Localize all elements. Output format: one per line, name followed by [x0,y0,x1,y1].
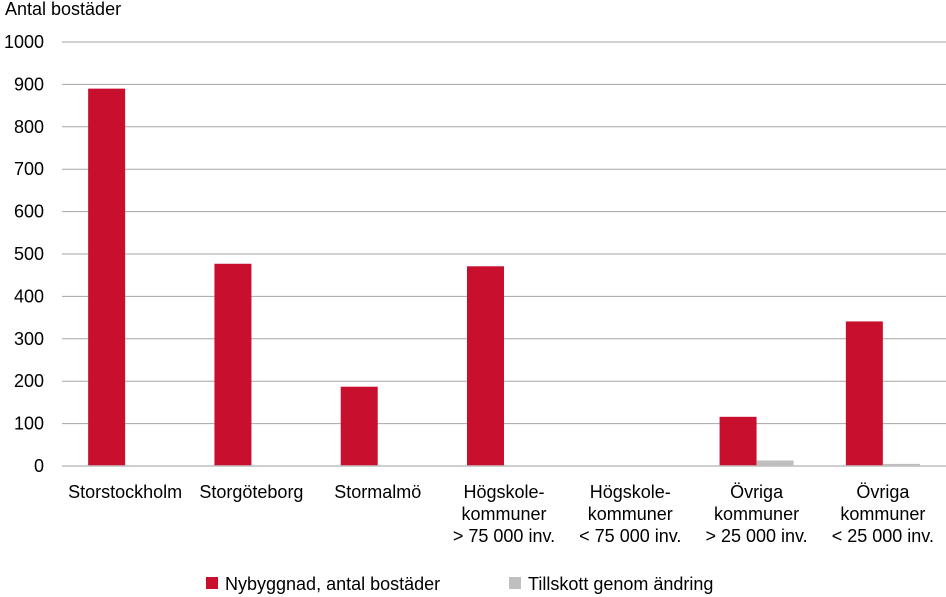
x-tick-label: Storstockholm [68,482,182,502]
x-tick-label: kommuner [588,504,673,524]
x-tick-label: Högskole- [590,482,671,502]
x-tick-label: Högskole- [463,482,544,502]
bar-tillskott [756,460,794,466]
bar-nybyggnad [214,263,252,466]
legend-swatch [509,577,521,589]
y-tick-label: 0 [34,456,44,476]
legend-label: Tillskott genom ändring [528,574,713,594]
bar-nybyggnad [340,386,378,466]
bar-tillskott [882,463,920,466]
y-tick-label: 400 [14,286,44,306]
y-tick-label: 200 [14,371,44,391]
y-tick-label: 600 [14,202,44,222]
x-tick-label: Övriga [856,482,910,502]
bars [88,88,920,466]
x-tick-label: > 25 000 inv. [705,526,807,546]
x-tick-label: < 75 000 inv. [579,526,681,546]
bar-nybyggnad [467,266,504,466]
x-tick-labels: Storstockholm Storgöteborg Stormalmö Högsko… [68,482,934,546]
gridlines [62,41,946,425]
x-tick-label: Övriga [730,482,784,502]
x-tick-label: kommuner [840,504,925,524]
y-tick-label: 800 [14,117,44,137]
y-tick-label: 700 [14,159,44,179]
legend-swatch [206,577,218,589]
y-tick-label: 1000 [4,32,44,52]
y-tick-label: 300 [14,329,44,349]
y-axis-label: Antal bostäder [5,0,121,19]
bar-nybyggnad [845,321,883,466]
y-tick-labels: 0 100 200 300 400 500 600 700 800 900 1000 [4,32,44,476]
x-tick-label: kommuner [714,504,799,524]
bar-nybyggnad [88,88,126,466]
legend: Nybyggnad, antal bostäder Tillskott genom… [206,574,713,594]
y-tick-label: 900 [14,74,44,94]
x-tick-label: Storgöteborg [199,482,303,502]
x-tick-label: kommuner [461,504,546,524]
y-tick-label: 500 [14,244,44,264]
legend-label: Nybyggnad, antal bostäder [225,574,440,594]
x-tick-label: > 75 000 inv. [453,526,555,546]
y-tick-label: 100 [14,414,44,434]
bar-nybyggnad [719,416,757,466]
x-tick-label: < 25 000 inv. [832,526,934,546]
x-tick-label: Stormalmö [334,482,421,502]
